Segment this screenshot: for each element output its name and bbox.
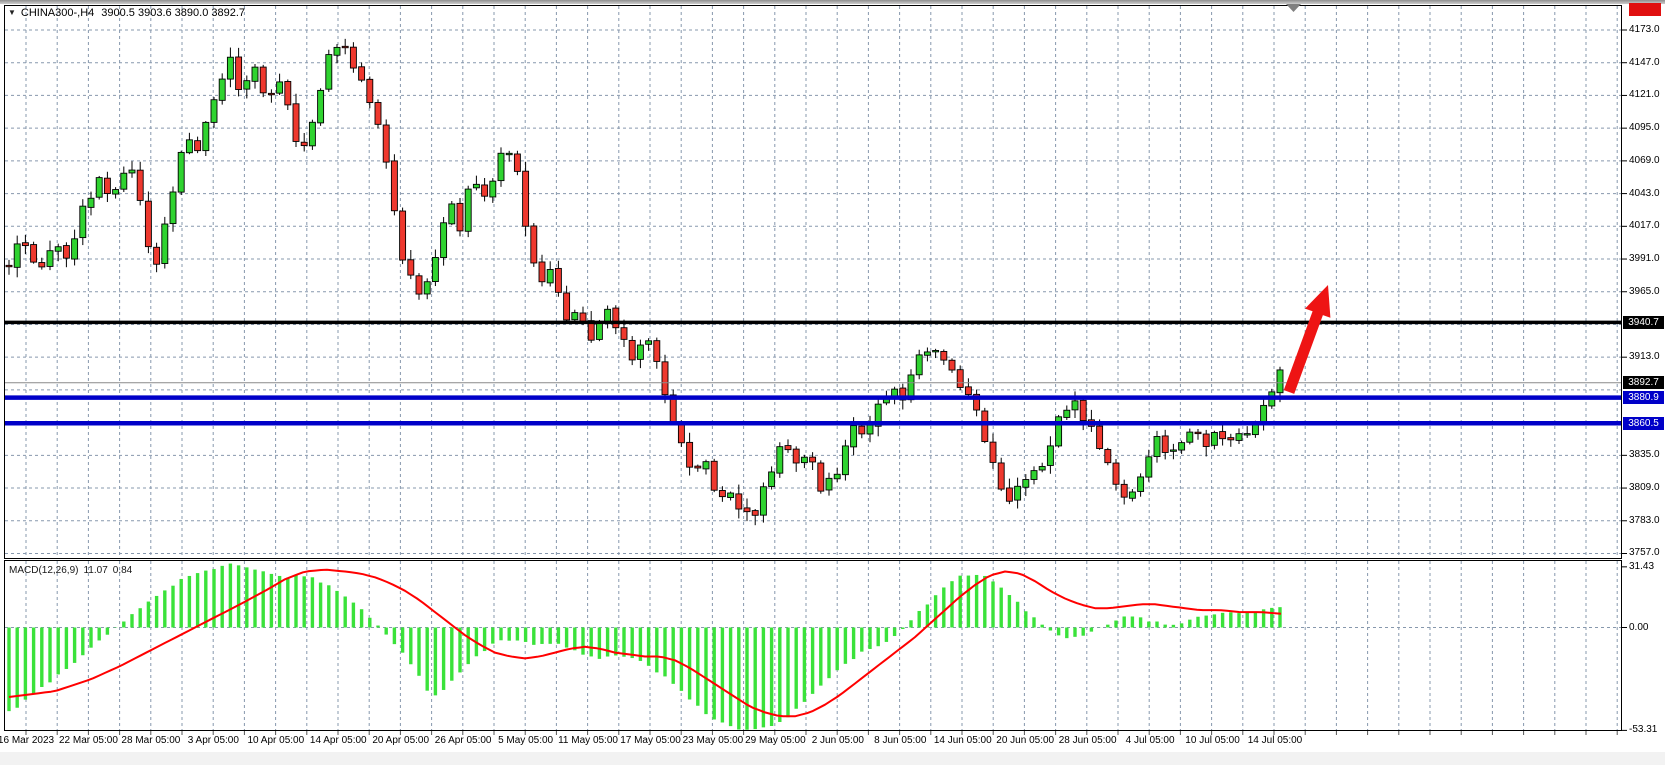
price-badge: 3892.7 bbox=[1623, 376, 1664, 390]
price-axis-label: 4147.0 bbox=[1629, 56, 1660, 68]
price-badge: 3940.7 bbox=[1623, 315, 1664, 329]
price-axis-label: 3913.0 bbox=[1629, 351, 1660, 363]
symbol-dropdown-icon: ▼ bbox=[8, 8, 16, 17]
symbol-period-label: CHINA300-,H4 bbox=[20, 7, 95, 19]
date-label: 28 Jun 05:00 bbox=[1058, 735, 1117, 746]
date-label: 20 Apr 05:00 bbox=[372, 735, 430, 746]
price-axis-label: 4043.0 bbox=[1629, 187, 1660, 199]
date-label: 16 Mar 2023 bbox=[0, 735, 55, 746]
date-label: 8 Jun 05:00 bbox=[874, 735, 927, 746]
date-label: 29 May 05:00 bbox=[745, 735, 806, 746]
price-axis-label: 4095.0 bbox=[1629, 122, 1660, 134]
date-label: 10 Apr 05:00 bbox=[247, 735, 305, 746]
date-label: 14 Jun 05:00 bbox=[933, 735, 992, 746]
panel-borders bbox=[4, 5, 1627, 731]
date-label: 5 May 05:00 bbox=[498, 735, 554, 746]
price-axis-label: 3835.0 bbox=[1629, 449, 1660, 461]
macd-name: MACD(12,26,9) bbox=[9, 565, 79, 576]
price-badge: 3880.9 bbox=[1623, 391, 1664, 405]
price-badge: 3860.5 bbox=[1623, 416, 1664, 430]
price-axis-label: 4017.0 bbox=[1629, 220, 1660, 232]
macd-axis-label: 0.00 bbox=[1629, 621, 1649, 633]
macd-axis-label: 31.43 bbox=[1629, 561, 1655, 572]
price-axis-label: 3757.0 bbox=[1629, 547, 1660, 559]
price-axis-label: 4173.0 bbox=[1629, 24, 1660, 35]
date-label: 26 Apr 05:00 bbox=[434, 735, 492, 746]
date-label: 23 May 05:00 bbox=[682, 735, 744, 746]
date-label: 14 Apr 05:00 bbox=[309, 735, 367, 746]
date-label: 17 May 05:00 bbox=[620, 735, 681, 746]
date-label: 10 Jul 05:00 bbox=[1185, 735, 1240, 746]
up-arrow-annotation[interactable] bbox=[1283, 285, 1331, 394]
macd-main-value: 11.07 bbox=[83, 565, 108, 576]
price-axis-label: 3783.0 bbox=[1629, 514, 1660, 526]
chart-shift-marker-icon[interactable] bbox=[1286, 4, 1301, 12]
price-axis-label: 3991.0 bbox=[1629, 253, 1660, 265]
date-label: 3 Apr 05:00 bbox=[187, 735, 239, 746]
macd-signal-value: 0.84 bbox=[112, 565, 133, 576]
date-label: 2 Jun 05:00 bbox=[811, 735, 864, 746]
price-axis-label: 4069.0 bbox=[1629, 154, 1660, 166]
date-label: 28 Mar 05:00 bbox=[121, 735, 181, 746]
macd-indicator-label: MACD(12,26,9) 11.07 0.84 bbox=[9, 565, 137, 576]
price-axis-label: 4121.0 bbox=[1629, 89, 1660, 101]
macd-pane bbox=[7, 563, 1282, 730]
date-label: 22 Mar 05:00 bbox=[58, 735, 118, 746]
candles bbox=[5, 38, 1284, 526]
price-axis-label: 3965.0 bbox=[1629, 285, 1660, 297]
annotations bbox=[1283, 4, 1331, 394]
level-lines bbox=[5, 320, 1622, 426]
price-axis-label: 3809.0 bbox=[1629, 482, 1660, 494]
date-label: 4 Jul 05:00 bbox=[1125, 735, 1175, 746]
chart-title: ▼ CHINA300-,H4 3900.5 3903.6 3890.0 3892.7 bbox=[8, 7, 245, 19]
window-top-edge bbox=[0, 0, 1665, 4]
date-label: 11 May 05:00 bbox=[558, 735, 618, 746]
date-label: 20 Jun 05:00 bbox=[996, 735, 1055, 746]
macd-axis-label: -53.31 bbox=[1629, 724, 1658, 736]
bottom-margin-strip bbox=[0, 752, 1665, 765]
date-label: 14 Jul 05:00 bbox=[1247, 735, 1303, 746]
ohlc-quote: 3900.5 3903.6 3890.0 3892.7 bbox=[101, 7, 246, 19]
red-indicator bbox=[1629, 3, 1661, 16]
gridlines bbox=[5, 6, 1621, 735]
